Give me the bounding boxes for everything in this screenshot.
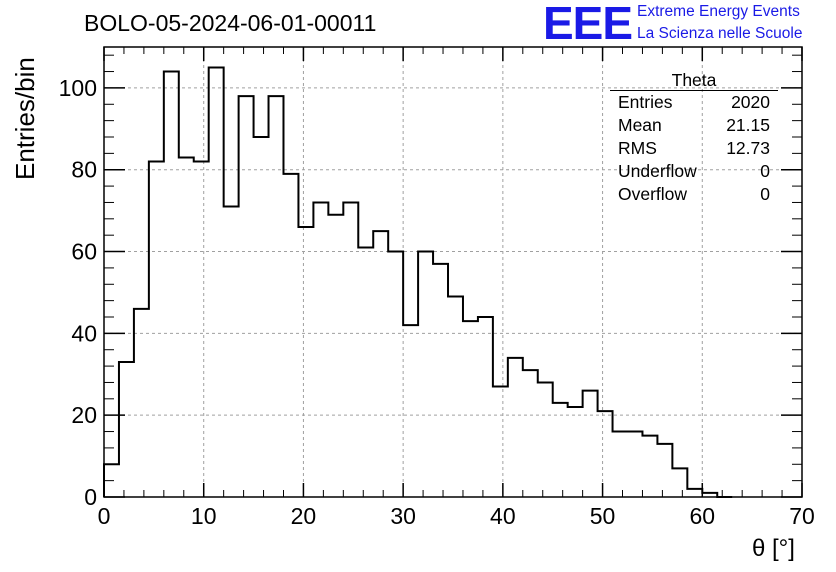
histogram-line <box>103 66 733 498</box>
x-axis-label: θ [°] <box>752 535 795 562</box>
y-tick-label: 60 <box>71 239 97 265</box>
x-tick-label: 70 <box>789 503 815 529</box>
stats-row: RMS 12.73 <box>610 137 778 160</box>
y-axis-label: Entries/bin <box>10 57 40 180</box>
stats-row: Mean 21.15 <box>610 114 778 137</box>
y-tick-label: 40 <box>71 320 97 346</box>
stats-box: Theta Entries 2020 Mean 21.15 RMS 12.73 … <box>610 70 778 206</box>
eee-logo: EEE <box>543 0 633 49</box>
x-tick-label: 10 <box>191 503 217 529</box>
stats-row: Underflow 0 <box>610 160 778 183</box>
y-tick-label: 20 <box>71 402 97 428</box>
stats-title: Theta <box>610 70 778 91</box>
x-tick-label: 60 <box>689 503 715 529</box>
x-tick-label: 20 <box>291 503 317 529</box>
chart-title: BOLO-05-2024-06-01-00011 <box>84 10 377 36</box>
stats-value: 2020 <box>731 92 770 112</box>
y-tick-label: 80 <box>71 157 97 183</box>
x-tick-label: 40 <box>490 503 516 529</box>
stats-label: Overflow <box>618 184 688 204</box>
stats-label: Underflow <box>618 161 697 181</box>
stats-label: RMS <box>618 138 657 158</box>
stats-value: 0 <box>760 184 770 204</box>
plot-frame <box>103 46 803 498</box>
y-tick-label: 0 <box>84 484 97 510</box>
x-tick-label: 50 <box>590 503 616 529</box>
stats-label: Entries <box>618 92 673 112</box>
y-tick-label: 100 <box>59 75 97 101</box>
tick-labels: 0 10 20 30 40 50 60 70 0 20 40 60 80 100 <box>59 75 815 529</box>
x-tick-label: 0 <box>98 503 111 529</box>
logo-line-2: La Scienza nelle Scuole <box>637 25 803 42</box>
stats-row: Entries 2020 <box>610 91 778 114</box>
stats-row: Overflow 0 <box>610 183 778 206</box>
stats-value: 21.15 <box>726 115 770 135</box>
stats-label: Mean <box>618 115 662 135</box>
stats-value: 0 <box>760 161 770 181</box>
x-tick-label: 30 <box>390 503 416 529</box>
grid-lines <box>104 47 802 497</box>
logo-line-1: Extreme Energy Events <box>637 3 800 20</box>
stats-value: 12.73 <box>726 138 770 158</box>
